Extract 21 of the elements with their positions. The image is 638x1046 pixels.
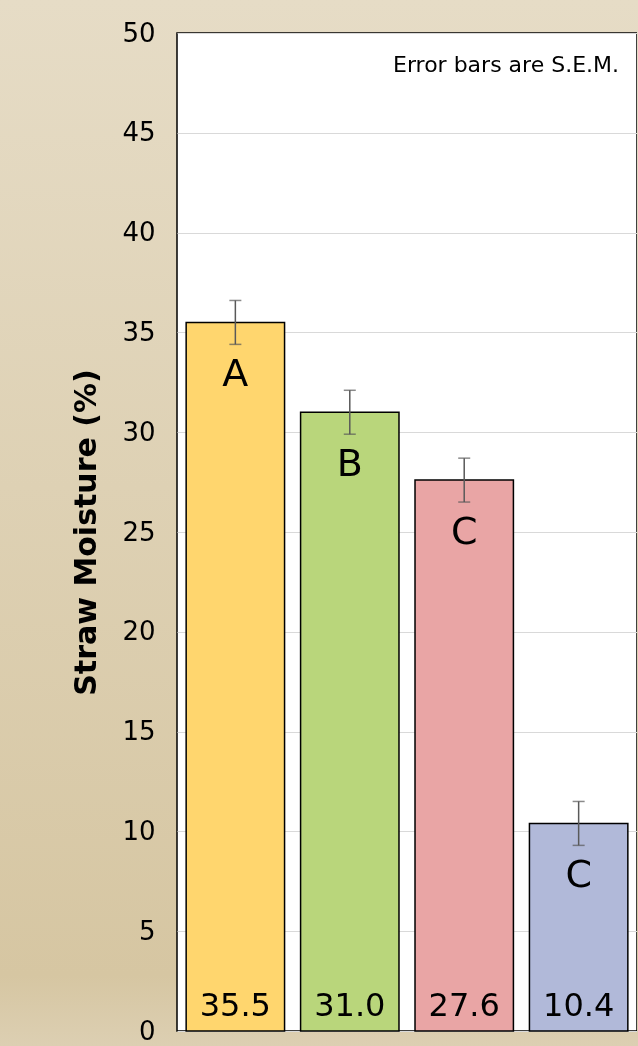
y-tick-label: 15 xyxy=(122,716,156,747)
y-tick-label: 0 xyxy=(138,1015,156,1046)
y-tick-label: 35 xyxy=(122,316,156,347)
y-tick-label: 40 xyxy=(122,217,156,248)
annotation: Error bars are S.E.M. xyxy=(393,52,619,77)
y-tick-label: 25 xyxy=(122,516,156,547)
y-tick-label: 45 xyxy=(122,117,156,148)
y-axis-title: Straw Moisture (%) xyxy=(68,369,104,696)
annotation: B xyxy=(336,441,363,486)
data-label: 27.6 xyxy=(428,986,500,1024)
annotation: C xyxy=(565,852,592,897)
y-tick-label: 30 xyxy=(122,416,156,447)
annotation: A xyxy=(222,351,249,396)
y-tick-label: 10 xyxy=(122,815,156,846)
data-label: 10.4 xyxy=(543,986,615,1024)
data-label: 35.5 xyxy=(199,986,271,1024)
data-label: 31.0 xyxy=(314,986,386,1024)
y-tick-label: 20 xyxy=(122,616,156,647)
y-tick-label: 50 xyxy=(122,17,156,48)
annotation: C xyxy=(450,509,478,554)
y-tick-label: 5 xyxy=(138,915,156,946)
